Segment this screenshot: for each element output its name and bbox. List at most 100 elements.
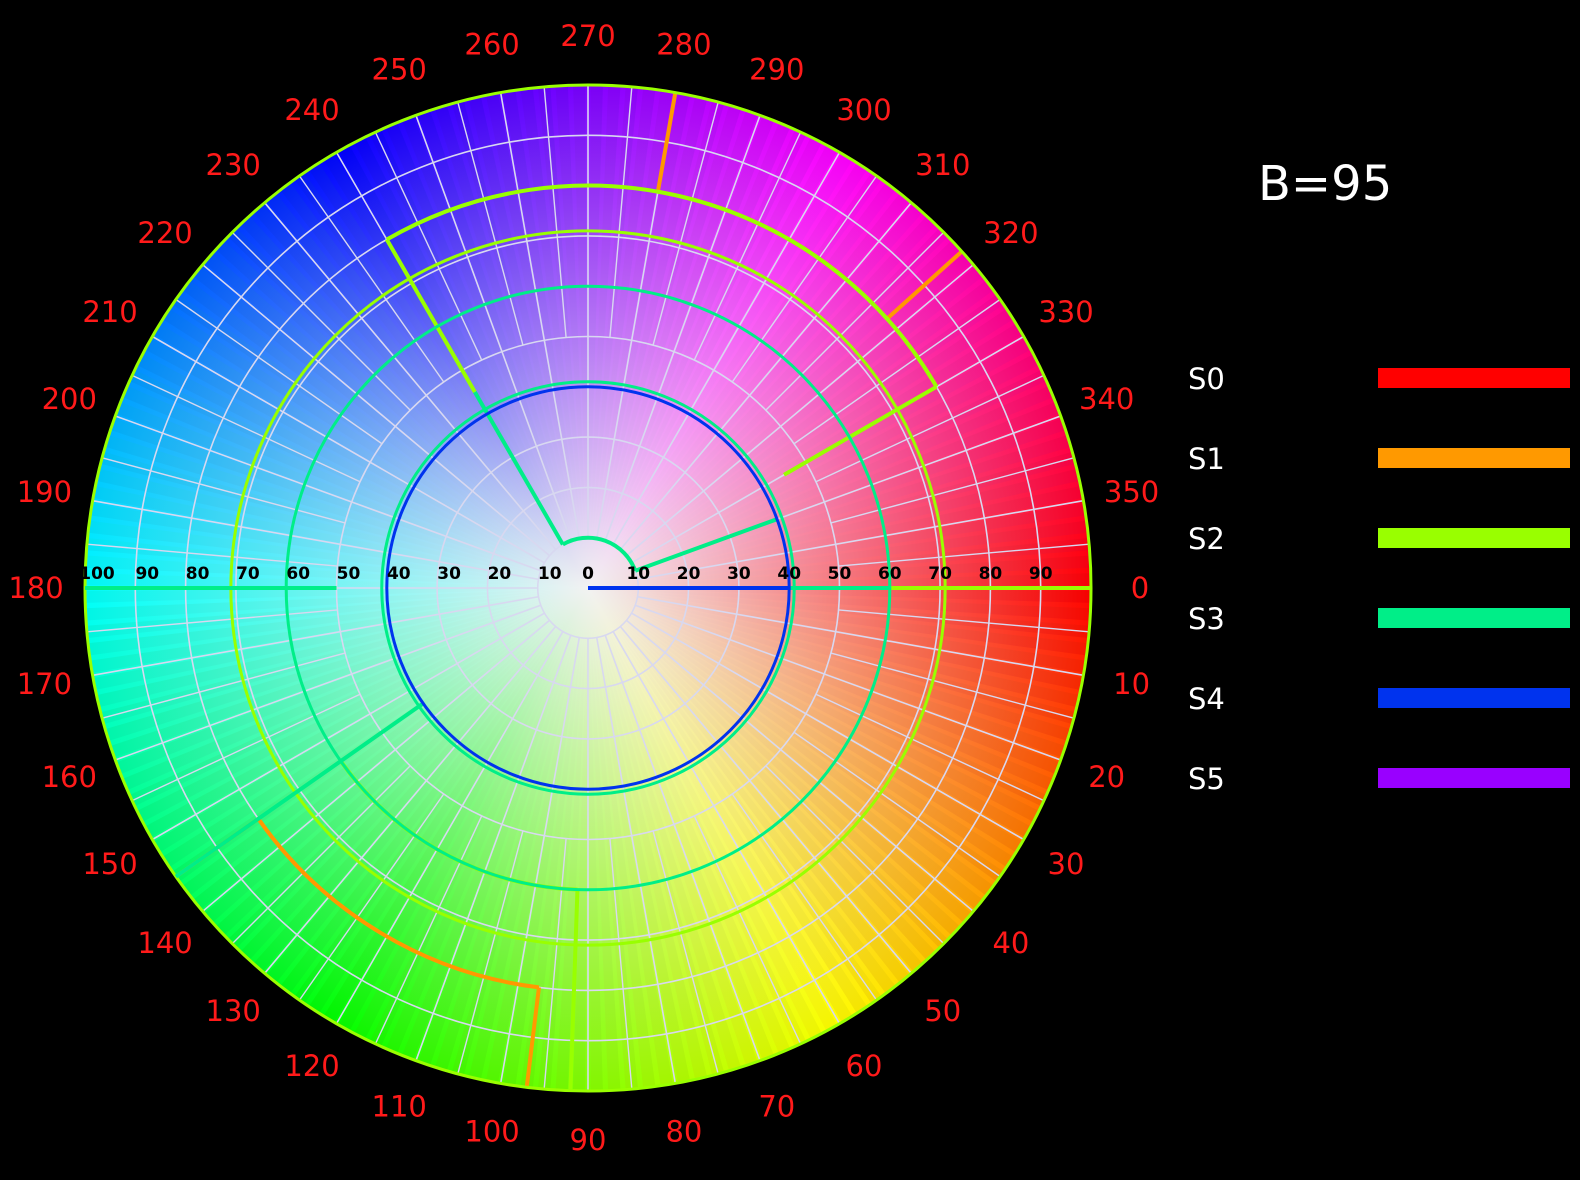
legend-label: S3 [1188,602,1225,636]
grid-spoke [631,612,1025,841]
grid-spoke [619,626,912,974]
hue-saturation-wheel [85,85,1091,1091]
angle-tick-label: 300 [836,93,891,127]
grid-spoke [92,595,539,677]
grid-spoke-minor [731,175,878,383]
series-ray [634,517,778,573]
angle-tick-label: 160 [42,760,97,794]
angle-tick-label: 270 [560,19,615,53]
grid-spoke [626,264,974,557]
radial-tick-label: 30 [437,564,461,584]
grid-spoke-minor [652,101,719,346]
angle-tick-label: 80 [665,1115,702,1149]
radial-tick-label: 10 [626,564,650,584]
grid-spoke-minor [693,131,802,361]
radial-tick-label: 20 [677,564,701,584]
grid-spoke [151,612,545,841]
angle-tick-label: 170 [17,667,72,701]
angle-tick-label: 0 [1131,571,1149,605]
grid-spoke [115,604,542,761]
grid-spoke-minor [101,652,346,719]
angle-tick-label: 230 [206,148,261,182]
grid-spoke-minor [298,175,445,383]
legend-label: S5 [1188,762,1225,796]
grid-spoke [202,264,550,557]
angle-tick-label: 320 [983,216,1038,250]
grid-spoke-minor [731,793,878,1001]
radial-tick-label: 40 [387,564,411,584]
grid-spoke [264,202,557,550]
grid-spoke-minor [543,86,567,338]
grid-spoke [626,619,974,912]
grid-spoke-minor [101,457,346,524]
angle-tick-label: 200 [42,382,97,416]
grid-spoke [499,637,581,1084]
grid-spoke [604,115,761,542]
radial-tick-label: 80 [979,564,1003,584]
grid-spoke-minor [457,830,524,1075]
series-ray [568,889,580,1091]
angle-tick-label: 240 [284,93,339,127]
grid-spoke [634,604,1061,761]
grid-spoke-minor [543,838,567,1090]
legend-label: S4 [1188,682,1225,716]
grid-spoke-minor [838,543,1090,567]
series-ray [783,385,938,477]
grid-spoke [612,631,841,1025]
series-ray [655,92,678,193]
grid-spoke [415,634,572,1061]
legend-swatch [1378,368,1570,388]
series-arc [256,817,540,990]
angle-tick-label: 30 [1048,847,1085,881]
grid-spoke-minor [231,231,411,411]
legend: S0 S1 S2 S3 S4 S5 [1188,362,1570,796]
grid-spoke-minor [838,609,1090,633]
grid-spoke-minor [86,543,338,567]
angle-tick-label: 90 [570,1123,607,1157]
legend-label: S1 [1188,442,1225,476]
grid-spoke [595,637,677,1084]
grid-spoke-minor [793,731,1001,878]
grid-spoke [612,151,841,545]
grid-spoke-minor [609,86,633,338]
angle-tick-label: 150 [82,847,137,881]
legend-label: S0 [1188,362,1225,396]
grid-spoke [92,499,539,581]
angle-tick-label: 130 [206,994,261,1028]
radial-tick-label: 70 [928,564,952,584]
series-ray [885,249,964,321]
angle-tick-label: 310 [915,148,970,182]
grid-spoke [637,595,1084,677]
legend-swatch [1378,448,1570,468]
angle-tick-label: 180 [8,571,63,605]
angle-tick-label: 120 [284,1049,339,1083]
grid-spoke-minor [765,231,945,411]
angle-tick-label: 350 [1104,475,1159,509]
radial-tick-label: 60 [878,564,902,584]
angle-tick-label: 340 [1079,382,1134,416]
angle-tick-label: 280 [656,27,711,61]
grid-spoke [415,115,572,542]
series-ray [524,987,541,1088]
angle-tick-label: 50 [924,994,961,1028]
radial-tick-label: 80 [186,564,210,584]
chart-title: B=95 [1258,156,1392,212]
grid-spoke-minor [815,693,1045,802]
angle-tick-label: 140 [137,926,192,960]
legend-label: S2 [1188,522,1225,556]
radial-tick-label: 60 [286,564,310,584]
grid-spoke [637,499,1084,581]
radial-tick-label: 50 [337,564,361,584]
radial-tick-label: 70 [236,564,260,584]
grid-spoke-minor [298,793,445,1001]
radial-axis-labels: 0 10 20 30 40 50 60 70 80 90 100 90 80 70 60 50 40 30 20 10 [79,564,1052,584]
angle-tick-label: 250 [372,52,427,86]
radial-tick-label: 50 [828,564,852,584]
grid-spoke-minor [830,457,1075,524]
grid-spoke [151,335,545,564]
grid-spoke-minor [815,374,1045,483]
grid-spoke-minor [793,298,1001,445]
grid-spoke-minor [86,609,338,633]
grid-spoke [619,202,912,550]
angle-tick-label: 260 [464,27,519,61]
